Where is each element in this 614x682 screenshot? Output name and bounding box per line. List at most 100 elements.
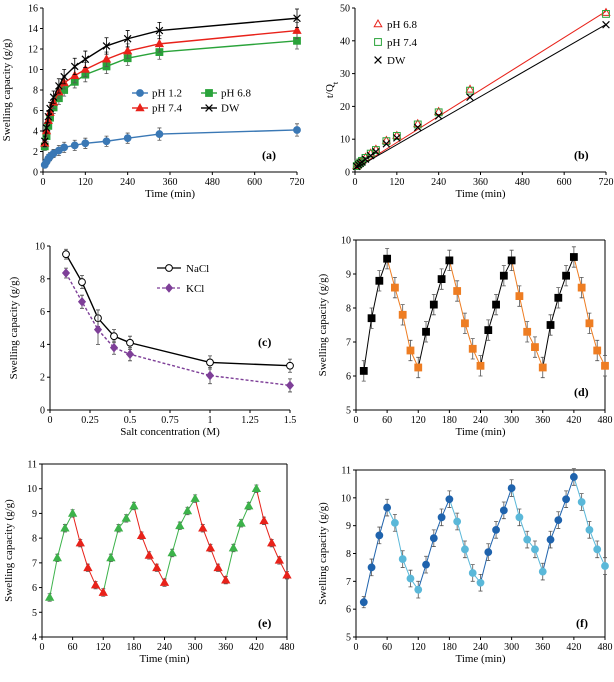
legend: pH 1.2 pH 6.8 pH 7.4 DW bbox=[132, 88, 251, 115]
data-point bbox=[602, 20, 610, 29]
x-tick-label: 720 bbox=[599, 177, 614, 188]
y-tick-label: 16 bbox=[28, 4, 38, 15]
data-point bbox=[123, 34, 132, 43]
x-tick-label: 0.5 bbox=[124, 415, 137, 426]
data-point bbox=[569, 473, 578, 481]
data-point bbox=[375, 276, 384, 285]
y-tick-label: 6 bbox=[346, 605, 351, 616]
data-point bbox=[507, 256, 516, 265]
x-tick-label: 480 bbox=[515, 177, 530, 188]
series-segment bbox=[433, 278, 443, 305]
data-point bbox=[413, 123, 422, 132]
y-tick-label: 14 bbox=[28, 24, 38, 35]
panel-c: 0 0.25 0.5 0.75 1 1.25 1.5 0 2 4 6 8 10 Salt concentr… bbox=[8, 242, 296, 439]
y-tick-label: 11 bbox=[27, 460, 37, 471]
series-segment bbox=[110, 528, 120, 559]
y-tick-label: 2 bbox=[40, 373, 45, 384]
x-tick-label: 480 bbox=[598, 415, 613, 426]
data-point bbox=[546, 321, 555, 329]
series-ph-1-2 bbox=[40, 123, 301, 169]
x-tick-label: 420 bbox=[249, 642, 264, 653]
data-point bbox=[129, 500, 139, 510]
y-axis-title: t/Qt bbox=[324, 81, 340, 98]
series-segment bbox=[480, 551, 489, 583]
data-point bbox=[251, 483, 262, 493]
x-tick-label: 180 bbox=[126, 642, 141, 653]
y-tick-label: 6 bbox=[32, 583, 37, 594]
series-segment bbox=[487, 304, 497, 331]
x-tick-label: 0 bbox=[353, 177, 358, 188]
data-point bbox=[601, 7, 611, 16]
legend-marker bbox=[374, 38, 382, 46]
data-point bbox=[422, 560, 430, 569]
y-tick-label: 30 bbox=[340, 69, 350, 80]
y-tick-label: 9 bbox=[32, 509, 37, 520]
data-point bbox=[538, 567, 547, 576]
y-tick-label: 4 bbox=[40, 340, 45, 351]
y-tick-label: 40 bbox=[340, 36, 350, 47]
data-point bbox=[562, 271, 570, 280]
y-tick-label: 10 bbox=[341, 236, 351, 247]
data-point bbox=[144, 550, 154, 559]
panel-label: (c) bbox=[258, 335, 271, 349]
y-tick-label: 9 bbox=[346, 270, 351, 281]
series-dw bbox=[352, 20, 610, 171]
x-tick-label: 360 bbox=[535, 415, 550, 426]
x-tick-label: 120 bbox=[96, 642, 111, 653]
data-point bbox=[383, 254, 392, 263]
data-point bbox=[109, 342, 119, 353]
series-segment bbox=[464, 323, 474, 349]
data-point bbox=[392, 132, 401, 140]
y-tick-label: 0 bbox=[40, 406, 45, 417]
series-segment bbox=[487, 529, 497, 553]
y-tick-label: 8 bbox=[32, 534, 37, 545]
legend-label: KCl bbox=[186, 283, 204, 295]
y-tick-label: 0 bbox=[345, 168, 350, 179]
data-point bbox=[465, 84, 475, 93]
y-tick-label: 6 bbox=[40, 307, 45, 318]
data-point bbox=[198, 523, 208, 532]
series-segment bbox=[255, 488, 265, 521]
legend-marker bbox=[165, 264, 173, 272]
x-tick-label: 0 bbox=[41, 177, 46, 188]
data-point bbox=[61, 268, 71, 278]
x-tick-label: 60 bbox=[68, 642, 78, 653]
x-axis-title: Time (min) bbox=[145, 188, 195, 200]
data-point bbox=[44, 112, 53, 121]
legend-label: DW bbox=[221, 103, 240, 115]
x-tick-label: 300 bbox=[504, 642, 519, 653]
data-point bbox=[391, 518, 399, 527]
data-point bbox=[52, 552, 62, 562]
panel-a: 0 120 240 360 480 600 720 0 2 4 6 8 10 12 14 16 Time (mi… bbox=[1, 4, 305, 201]
data-point bbox=[136, 530, 147, 539]
x-tick-label: 240 bbox=[157, 642, 172, 653]
data-point bbox=[546, 535, 555, 544]
series-line bbox=[44, 17, 298, 142]
x-tick-label: 480 bbox=[205, 177, 220, 188]
y-axis-title: Swelling capacity (g/g) bbox=[8, 276, 20, 379]
x-tick-label: 360 bbox=[473, 177, 488, 188]
y-axis-title: Swelling capacity (g/g) bbox=[3, 499, 15, 602]
data-point bbox=[538, 363, 547, 372]
data-point bbox=[213, 562, 223, 572]
y-tick-label: 50 bbox=[340, 4, 350, 15]
data-point bbox=[46, 104, 54, 113]
panel-label: (f) bbox=[576, 616, 588, 630]
series-segment bbox=[194, 498, 204, 529]
series-cycle bbox=[45, 483, 292, 602]
legend-label: pH 6.8 bbox=[221, 88, 251, 100]
data-point bbox=[434, 112, 443, 120]
data-point bbox=[113, 523, 124, 532]
series-segment bbox=[480, 329, 489, 366]
data-point bbox=[102, 42, 111, 50]
y-tick-label: 20 bbox=[340, 102, 350, 113]
data-point bbox=[523, 535, 532, 544]
series-segment bbox=[503, 487, 513, 511]
data-point bbox=[366, 151, 375, 160]
y-tick-label: 10 bbox=[27, 484, 37, 495]
data-point bbox=[453, 517, 462, 526]
series-segment bbox=[565, 476, 575, 500]
legend-marker bbox=[374, 56, 382, 64]
data-point bbox=[70, 141, 79, 150]
data-point bbox=[126, 338, 134, 347]
